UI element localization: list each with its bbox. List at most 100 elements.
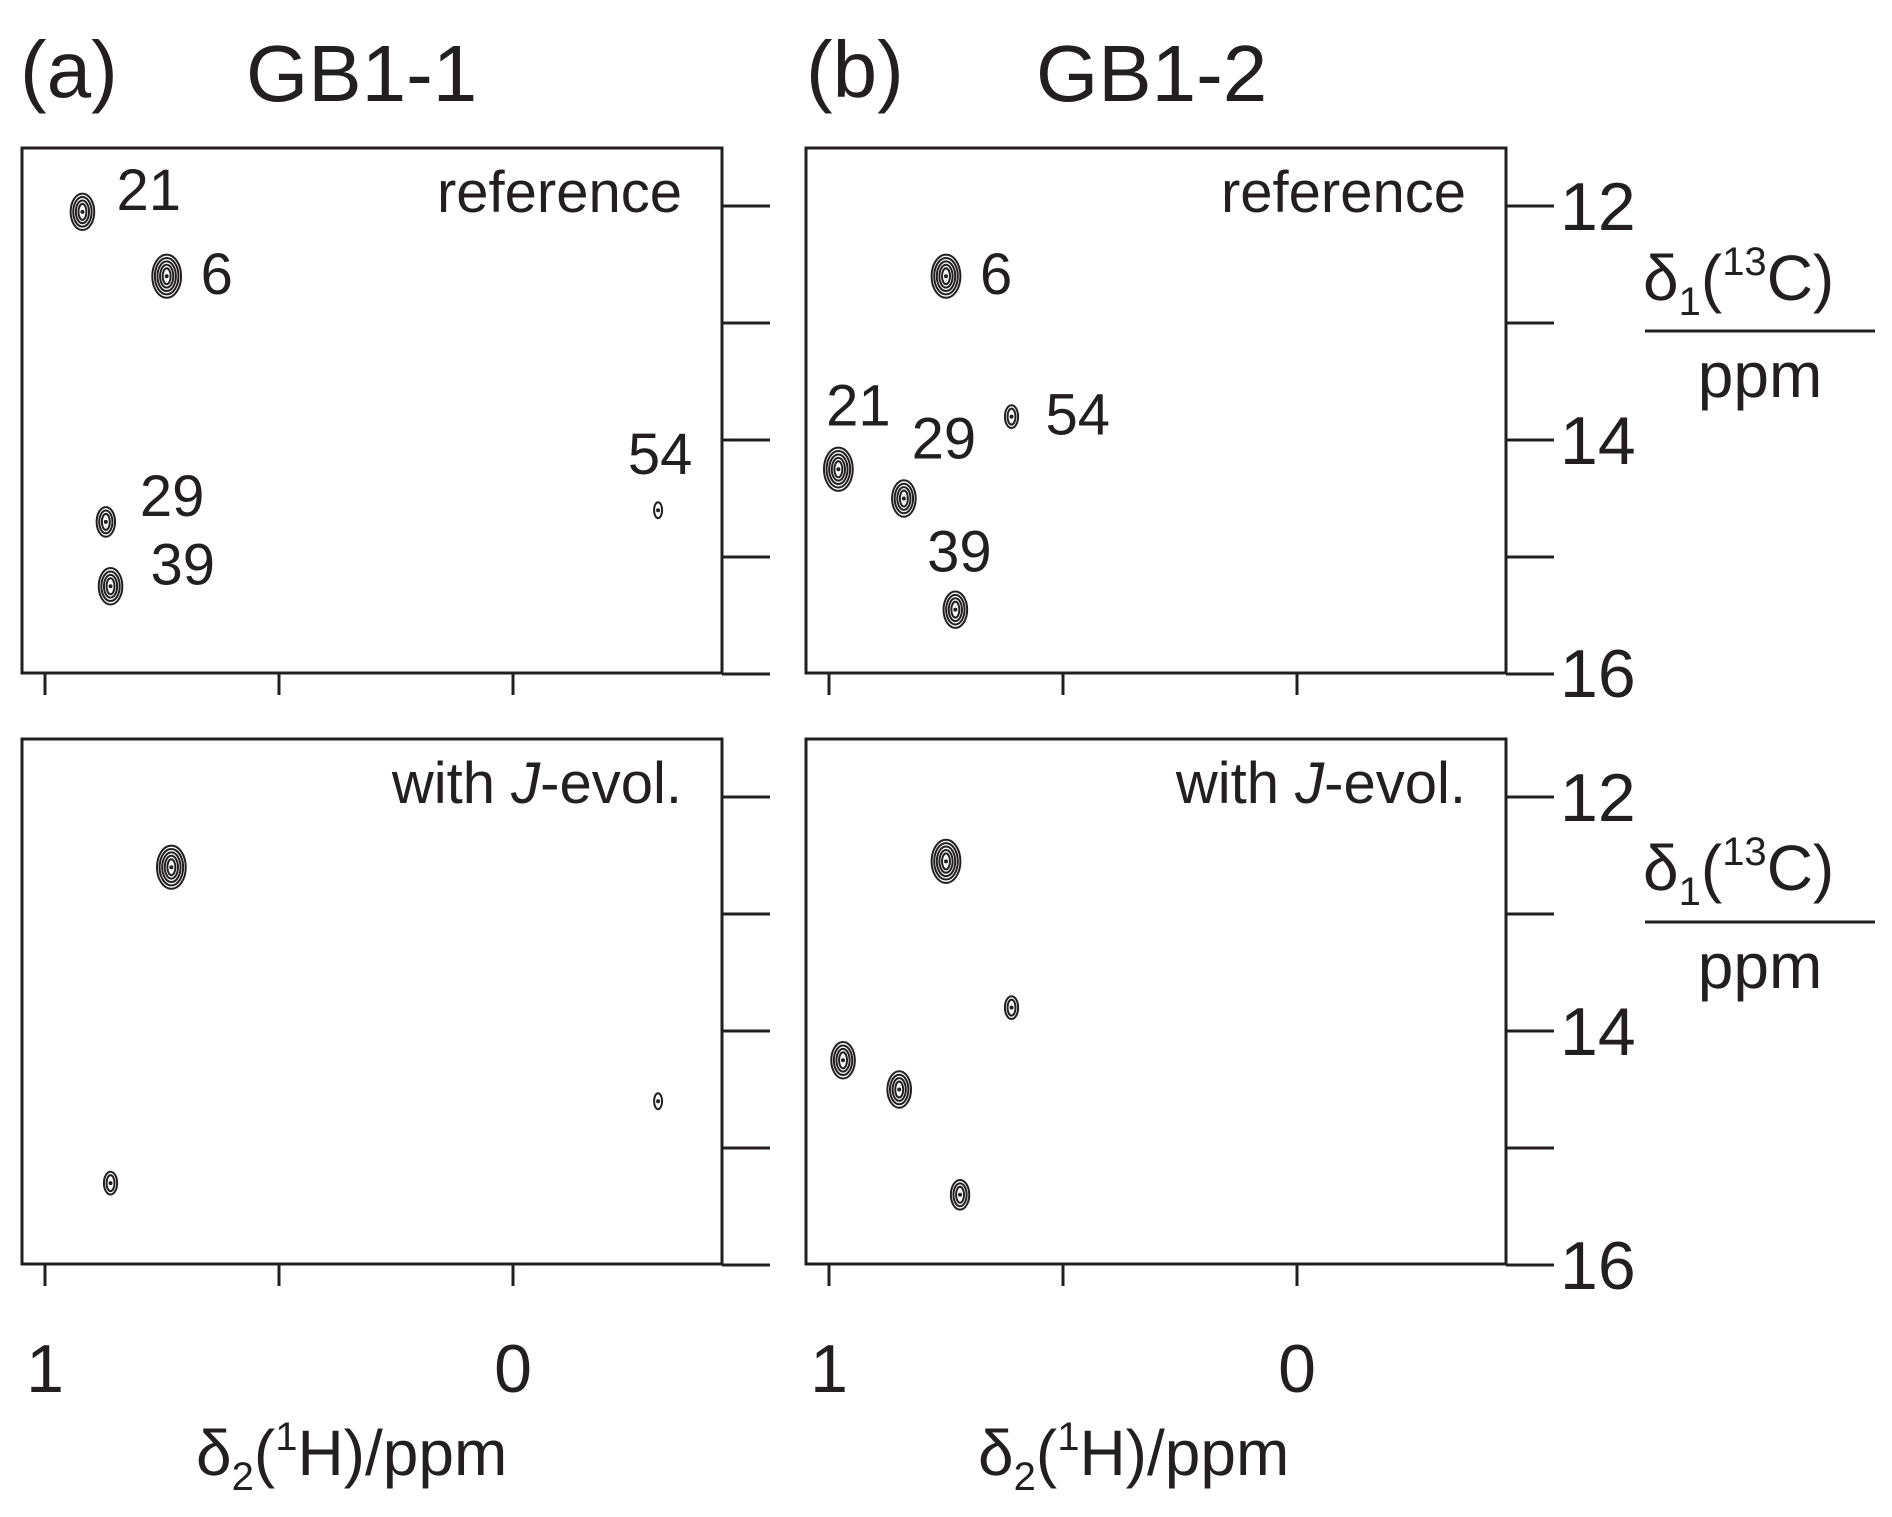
contour-level bbox=[97, 567, 124, 606]
peak-label: 6 bbox=[201, 242, 233, 307]
contour-level bbox=[935, 845, 957, 878]
contour-level bbox=[941, 852, 951, 871]
x-ticklabel-b-1: 1 bbox=[810, 1331, 848, 1407]
y-ticklabel-bottom-12: 12 bbox=[1560, 760, 1636, 836]
peak-contour bbox=[886, 1070, 913, 1109]
x-axis-title-a: δ2(1H)/ppm bbox=[196, 1415, 507, 1499]
svg-text:δ2(1H)/ppm: δ2(1H)/ppm bbox=[978, 1415, 1289, 1499]
contour-level bbox=[933, 257, 959, 296]
y-ticklabel-top-16: 16 bbox=[1560, 636, 1636, 712]
peak-contour bbox=[942, 590, 969, 629]
contour-level bbox=[155, 844, 187, 890]
plot-frame bbox=[804, 737, 1508, 1266]
peak-label: 21 bbox=[116, 158, 181, 223]
contour-level bbox=[835, 1047, 851, 1073]
panel-b-letter: (b) bbox=[806, 25, 904, 114]
contour-level bbox=[896, 486, 912, 511]
peak-center bbox=[164, 274, 169, 279]
peak-center bbox=[836, 467, 841, 472]
y-axis-title-bottom: δ1(13C) ppm bbox=[1643, 830, 1875, 1002]
contour-level bbox=[100, 570, 121, 603]
contour-level bbox=[1006, 998, 1017, 1017]
contour-level bbox=[151, 253, 183, 299]
y-ticklabel-bottom-14: 14 bbox=[1560, 994, 1636, 1070]
contour-level bbox=[77, 202, 88, 221]
peak-center bbox=[169, 865, 174, 870]
peak-label: 29 bbox=[140, 464, 205, 529]
contour-level bbox=[105, 577, 116, 596]
peak-contour bbox=[69, 192, 96, 232]
peak-center bbox=[944, 274, 948, 279]
contour-level bbox=[156, 260, 177, 293]
contour-level bbox=[833, 460, 844, 479]
contour-level bbox=[942, 590, 969, 629]
peak-label: 54 bbox=[628, 422, 693, 487]
x-axis-title-b: δ2(1H)/ppm bbox=[978, 1415, 1289, 1499]
peak-contour bbox=[102, 1170, 119, 1196]
peak-center bbox=[897, 1087, 902, 1092]
peak-center bbox=[841, 1058, 846, 1063]
peak-center bbox=[103, 519, 108, 524]
contour-level bbox=[828, 453, 849, 486]
contour-level bbox=[886, 1070, 913, 1109]
svg-text:δ1(13C): δ1(13C) bbox=[1643, 830, 1834, 914]
y-axis-title-top: δ1(13C) ppm bbox=[1643, 240, 1875, 411]
svg-text:δ2(1H)/ppm: δ2(1H)/ppm bbox=[196, 1415, 507, 1499]
contour-level bbox=[898, 489, 909, 508]
peak-contour bbox=[930, 253, 962, 299]
svg-text:ppm: ppm bbox=[1698, 930, 1823, 1002]
contour-level bbox=[102, 573, 119, 599]
contour-level bbox=[838, 1051, 849, 1070]
spectrum-b-bottom: with J-evol. bbox=[804, 737, 1554, 1286]
x-ticklabel-a-1: 1 bbox=[26, 1331, 64, 1407]
contour-level bbox=[95, 506, 117, 538]
peak-contour bbox=[653, 501, 664, 520]
contour-level bbox=[955, 1185, 966, 1204]
contour-level bbox=[941, 267, 951, 286]
x-ticklabel-a-0: 0 bbox=[494, 1331, 532, 1407]
contour-level bbox=[1003, 404, 1020, 430]
spectrum-annotation: with J-evol. bbox=[391, 751, 682, 816]
contour-level bbox=[894, 1080, 905, 1099]
peak-center bbox=[1009, 1005, 1014, 1010]
contour-level bbox=[653, 501, 664, 520]
peak-contour bbox=[1003, 995, 1020, 1020]
contour-level bbox=[933, 842, 959, 881]
contour-level bbox=[74, 199, 91, 225]
contour-level bbox=[832, 1044, 854, 1077]
y-ticklabel-top-14: 14 bbox=[1560, 403, 1636, 479]
peak-center bbox=[1009, 414, 1014, 419]
contour-level bbox=[102, 1170, 119, 1196]
contour-level bbox=[158, 848, 185, 887]
contour-level bbox=[889, 1073, 910, 1106]
spectrum-annotation: with J-evol. bbox=[1175, 751, 1466, 816]
contour-level bbox=[153, 257, 180, 296]
contour-level bbox=[1006, 407, 1017, 426]
contour-level bbox=[69, 192, 96, 232]
peak-center bbox=[80, 209, 85, 214]
contour-level bbox=[163, 854, 179, 880]
contour-level bbox=[891, 1077, 907, 1102]
peak-label: 39 bbox=[927, 520, 992, 585]
contour-level bbox=[893, 482, 915, 515]
panel-a-letter: (a) bbox=[20, 25, 118, 114]
contour-level bbox=[949, 1179, 971, 1211]
contour-level bbox=[938, 848, 954, 874]
peak-label: 6 bbox=[980, 242, 1012, 307]
peak-contour bbox=[653, 1092, 664, 1111]
peak-contour bbox=[95, 506, 117, 538]
peak-label: 39 bbox=[151, 532, 216, 597]
panel-a-title: GB1-1 bbox=[246, 29, 477, 118]
contour-level bbox=[947, 597, 963, 623]
contour-level bbox=[159, 263, 175, 289]
contour-level bbox=[161, 267, 172, 286]
peak-label: 21 bbox=[826, 373, 891, 438]
peak-contour bbox=[891, 479, 917, 518]
peak-contour bbox=[1003, 404, 1020, 430]
svg-text:ppm: ppm bbox=[1698, 339, 1823, 411]
contour-level bbox=[166, 858, 177, 877]
plot-frame bbox=[20, 146, 724, 675]
peak-contour bbox=[830, 1041, 856, 1080]
